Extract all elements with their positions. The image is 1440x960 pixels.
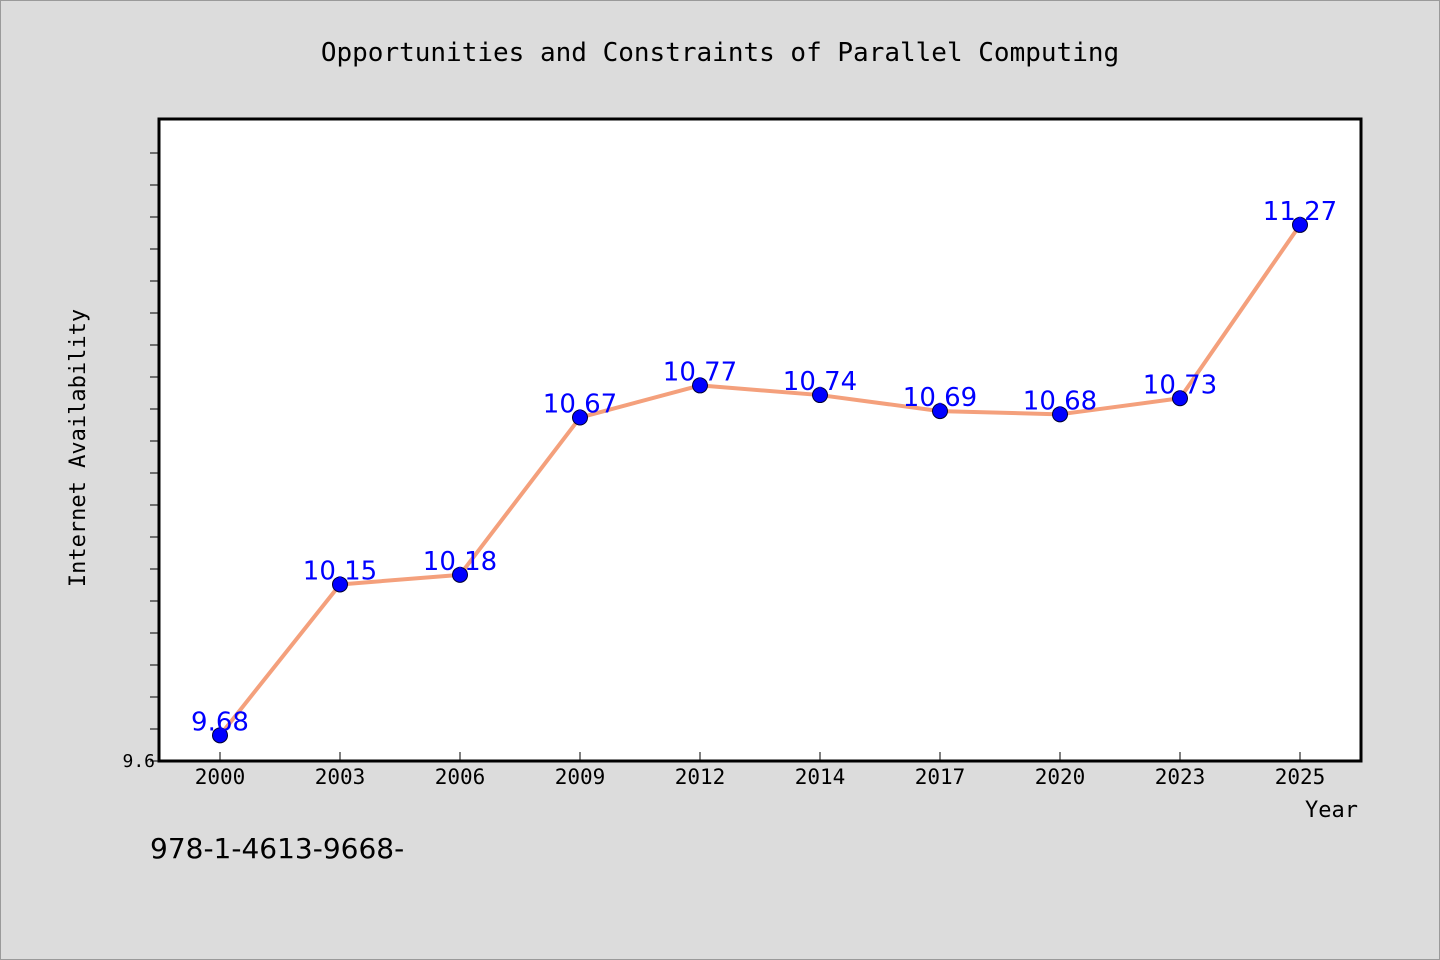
x-tick-label: 2014 xyxy=(795,765,846,789)
y-axis-ticks: 9.6 xyxy=(122,152,159,772)
data-point xyxy=(812,387,828,404)
data-point xyxy=(1292,216,1308,233)
data-label: 10.69 xyxy=(903,383,977,413)
data-point xyxy=(572,409,588,426)
x-axis-label: Year xyxy=(1305,798,1358,823)
data-point xyxy=(1172,390,1188,407)
y-axis-label: Internet Availability xyxy=(66,309,91,587)
series-line-group xyxy=(212,216,1308,744)
data-label: 10.68 xyxy=(1023,386,1097,416)
x-tick-label: 2000 xyxy=(195,765,246,789)
data-labels-group: 9.68 10.15 10.18 10.67 10.77 10.74 10.69 10.68 1… xyxy=(191,197,1337,737)
footnote-text: 978-1-4613-9668- xyxy=(150,832,405,865)
x-axis-ticks: 2000 2003 2006 2009 2012 2014 2017 2020 2023 2025 xyxy=(195,752,1326,789)
chart-title: Opportunities and Constraints of Paralle… xyxy=(321,38,1119,68)
x-tick-label: 2023 xyxy=(1155,765,1206,789)
x-tick-label: 2017 xyxy=(915,765,966,789)
x-tick-label: 2006 xyxy=(435,765,486,789)
x-tick-label: 2020 xyxy=(1035,765,1086,789)
data-label: 10.15 xyxy=(303,556,377,586)
plot-area xyxy=(157,117,1363,763)
data-point xyxy=(932,403,948,420)
data-label: 10.18 xyxy=(423,547,497,577)
x-tick-label: 2003 xyxy=(315,765,366,789)
data-label: 10.67 xyxy=(543,390,617,420)
x-tick-label: 2009 xyxy=(555,765,606,789)
data-label: 9.68 xyxy=(191,707,249,737)
data-point xyxy=(212,727,228,744)
y-tick-label: 9.6 xyxy=(122,751,155,772)
x-tick-label: 2012 xyxy=(675,765,726,789)
data-label: 10.74 xyxy=(783,367,857,397)
data-point xyxy=(692,377,708,394)
x-tick-label: 2025 xyxy=(1275,765,1326,789)
data-point xyxy=(452,566,468,583)
series-line xyxy=(218,222,1302,738)
data-label: 10.73 xyxy=(1143,370,1217,400)
data-label: 11.27 xyxy=(1263,197,1337,227)
data-point xyxy=(332,576,348,593)
data-label: 10.77 xyxy=(663,357,737,387)
data-point xyxy=(1052,406,1068,423)
